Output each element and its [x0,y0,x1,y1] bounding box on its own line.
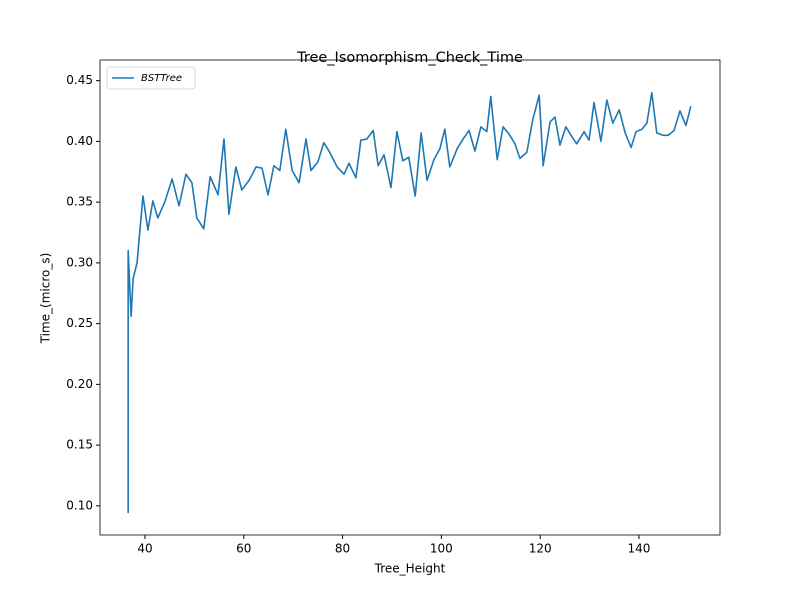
legend-box [106,66,196,90]
x-axis-label: Tree_Height [374,562,446,576]
chart-title: Tree_Isomorphism_Check_Time [296,50,523,66]
x-tick-label: 40 [137,542,152,556]
y-tick-label: 0.15 [66,438,93,452]
y-tick-label: 0.20 [66,377,93,391]
x-tick-label: 60 [236,542,251,556]
plot-frame [99,59,721,536]
y-axis-label: Time_(micro_s) [39,253,53,345]
y-tick-label: 0.25 [66,316,93,330]
y-tick-label: 0.30 [66,255,93,269]
x-tick-label: 140 [628,542,651,556]
x-tick-label: 100 [430,542,453,556]
y-tick-label: 0.45 [66,73,93,87]
x-tick-label: 120 [529,542,552,556]
y-tick-label: 0.35 [66,195,93,209]
data-line [127,92,692,514]
legend-label: BSTTree [141,73,182,84]
y-tick-label: 0.10 [66,498,93,512]
x-tick-label: 80 [335,542,350,556]
y-tick-label: 0.40 [66,134,93,148]
